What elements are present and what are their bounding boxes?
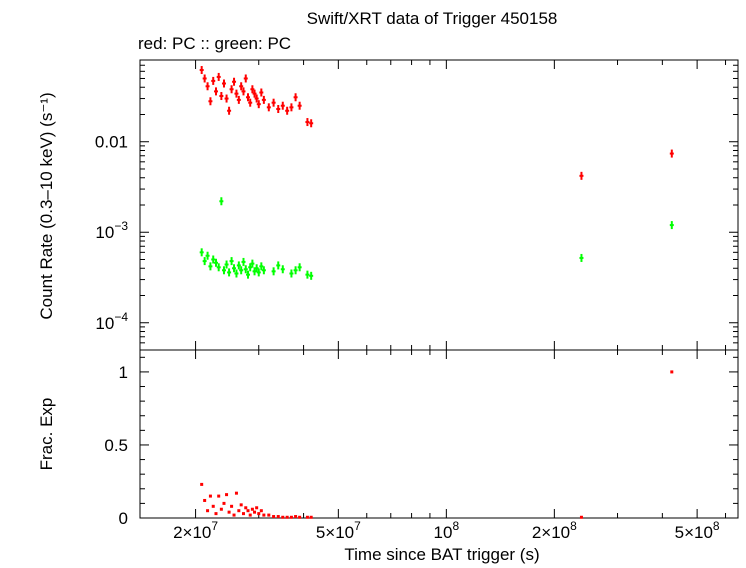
- top-y-tick-label: 0.01: [95, 133, 128, 152]
- count-rate-panel: 10−4 10−3 0.01: [95, 59, 739, 351]
- fractional-exposure-panel: 0 0.5 1 2×107 5×107 108 2×108 5×108: [104, 349, 739, 542]
- bottom-red-point: [267, 513, 271, 517]
- x-axis-label: Time since BAT trigger (s): [344, 545, 539, 564]
- bottom-red-point: [200, 482, 204, 486]
- bottom-red-point: [234, 491, 238, 495]
- bottom-red-point: [208, 494, 212, 498]
- bottom-red-point: [203, 498, 207, 502]
- bottom-red-point: [217, 494, 221, 498]
- bottom-y-axis-label: Frac. Exp: [37, 398, 56, 471]
- x-tick-label: 5×108: [675, 519, 720, 542]
- bottom-red-point: [211, 504, 215, 508]
- bottom-red-point: [309, 515, 313, 519]
- bottom-red-point: [206, 509, 210, 513]
- top-y-tick-label: 10−4: [95, 310, 128, 333]
- bottom-red-point: [285, 515, 289, 519]
- bottom-plot-frame: [139, 349, 739, 519]
- bottom-red-point: [276, 515, 280, 519]
- bottom-red-point: [232, 513, 236, 517]
- bottom-red-point: [244, 506, 248, 510]
- bottom-red-point: [248, 513, 252, 517]
- bottom-red-point: [219, 507, 223, 511]
- bottom-red-point: [239, 503, 243, 507]
- bottom-red-point: [250, 507, 254, 511]
- x-tick-label: 2×107: [173, 519, 218, 542]
- bottom-red-point: [253, 510, 257, 514]
- bottom-red-point: [259, 509, 263, 513]
- bottom-red-point: [262, 513, 266, 517]
- bottom-red-point: [241, 512, 245, 516]
- chart-title: Swift/XRT data of Trigger 450158: [307, 9, 558, 28]
- bottom-red-point: [246, 509, 250, 513]
- chart-subtitle: red: PC :: green: PC: [138, 34, 291, 53]
- x-tick-label: 108: [434, 519, 460, 542]
- bottom-red-point: [294, 515, 298, 519]
- bottom-red-point: [225, 493, 229, 497]
- bottom-red-point: [579, 515, 583, 519]
- bottom-red-point: [670, 370, 674, 374]
- bottom-y-tick-label: 1: [119, 363, 128, 382]
- bottom-red-point: [227, 510, 231, 514]
- top-y-tick-label: 10−3: [95, 219, 128, 242]
- bottom-red-point: [230, 504, 234, 508]
- bottom-red-point: [257, 512, 261, 516]
- x-tick-label: 5×107: [316, 519, 361, 542]
- bottom-red-point: [237, 509, 241, 513]
- x-tick-label: 2×108: [532, 519, 577, 542]
- bottom-y-tick-label: 0: [119, 509, 128, 528]
- bottom-red-point: [255, 506, 259, 510]
- bottom-red-point: [298, 515, 302, 519]
- bottom-red-point: [289, 515, 293, 519]
- top-y-axis-label: Count Rate (0.3–10 keV) (s⁻¹): [37, 92, 56, 319]
- bottom-red-point: [281, 515, 285, 519]
- bottom-red-point: [222, 501, 226, 505]
- bottom-red-point: [272, 515, 276, 519]
- bottom-y-tick-label: 0.5: [104, 436, 128, 455]
- bottom-red-point: [305, 515, 309, 519]
- top-plot-frame: [139, 59, 739, 351]
- bottom-red-point: [214, 512, 218, 516]
